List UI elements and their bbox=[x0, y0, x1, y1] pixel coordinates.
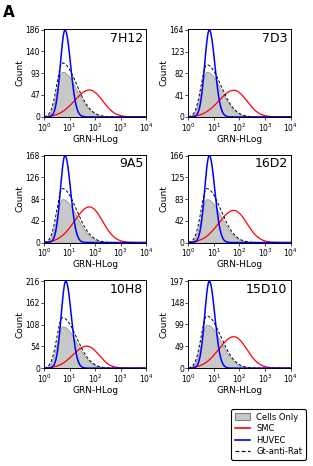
Y-axis label: Count: Count bbox=[159, 185, 168, 212]
Text: 7D3: 7D3 bbox=[262, 32, 288, 45]
Text: 7H12: 7H12 bbox=[110, 32, 143, 45]
Y-axis label: Count: Count bbox=[159, 60, 168, 87]
Y-axis label: Count: Count bbox=[15, 311, 24, 338]
X-axis label: GRN-HLog: GRN-HLog bbox=[216, 260, 263, 269]
X-axis label: GRN-HLog: GRN-HLog bbox=[72, 386, 118, 395]
Text: A: A bbox=[3, 5, 15, 20]
X-axis label: GRN-HLog: GRN-HLog bbox=[216, 386, 263, 395]
Text: 15D10: 15D10 bbox=[246, 283, 288, 296]
X-axis label: GRN-HLog: GRN-HLog bbox=[72, 260, 118, 269]
Legend: Cells Only, SMC, HUVEC, Gt-anti-Rat: Cells Only, SMC, HUVEC, Gt-anti-Rat bbox=[231, 409, 306, 459]
X-axis label: GRN-HLog: GRN-HLog bbox=[216, 135, 263, 144]
Y-axis label: Count: Count bbox=[15, 185, 24, 212]
Y-axis label: Count: Count bbox=[15, 60, 24, 87]
Y-axis label: Count: Count bbox=[159, 311, 168, 338]
Text: 16D2: 16D2 bbox=[254, 158, 288, 171]
Text: 9A5: 9A5 bbox=[119, 158, 143, 171]
X-axis label: GRN-HLog: GRN-HLog bbox=[72, 135, 118, 144]
Text: 10H8: 10H8 bbox=[110, 283, 143, 296]
